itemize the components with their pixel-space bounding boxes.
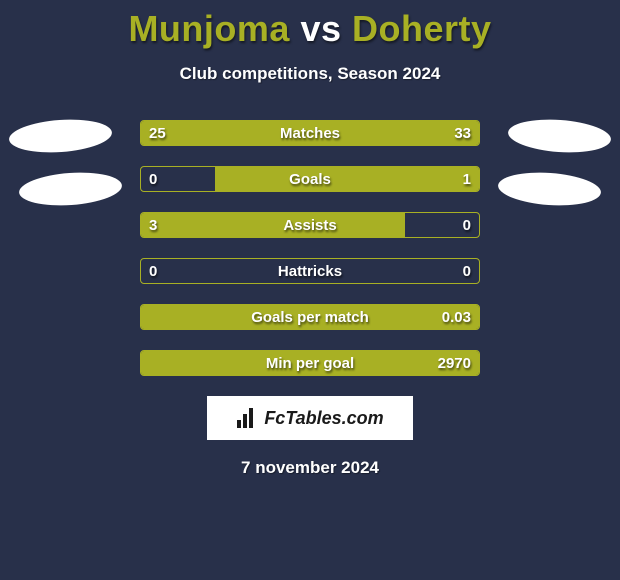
stat-value-b: 1 [455,167,479,191]
player-b-photo-placeholder-2 [497,169,602,208]
stat-row: Min per goal2970 [140,350,480,376]
stat-row: 0Hattricks0 [140,258,480,284]
stat-rows: 25Matches330Goals13Assists00Hattricks0Go… [140,120,480,376]
player-a-photo-placeholder-1 [8,116,113,155]
source-badge: FcTables.com [207,396,413,440]
stat-value-b: 0 [455,213,479,237]
stat-row: 25Matches33 [140,120,480,146]
stat-label: Min per goal [141,351,479,375]
subtitle: Club competitions, Season 2024 [0,64,620,84]
comparison-card: Munjoma vs Doherty Club competitions, Se… [0,0,620,580]
bars-icon [236,408,258,428]
stat-label: Assists [141,213,479,237]
stat-value-b: 2970 [430,351,479,375]
stat-label: Matches [141,121,479,145]
stat-row: 3Assists0 [140,212,480,238]
stat-row: Goals per match0.03 [140,304,480,330]
stat-label: Hattricks [141,259,479,283]
player-b-photo-placeholder-1 [507,116,612,155]
player-a-name: Munjoma [128,8,290,49]
stat-label: Goals [141,167,479,191]
player-b-name: Doherty [352,8,492,49]
chart-area: 25Matches330Goals13Assists00Hattricks0Go… [0,120,620,478]
source-badge-text: FcTables.com [264,408,383,429]
stat-label: Goals per match [141,305,479,329]
page-title: Munjoma vs Doherty [0,0,620,50]
stat-value-b: 33 [446,121,479,145]
stat-value-b: 0 [455,259,479,283]
stat-value-b: 0.03 [434,305,479,329]
date-label: 7 november 2024 [0,458,620,478]
stat-row: 0Goals1 [140,166,480,192]
vs-text: vs [300,8,341,49]
player-a-photo-placeholder-2 [18,169,123,208]
